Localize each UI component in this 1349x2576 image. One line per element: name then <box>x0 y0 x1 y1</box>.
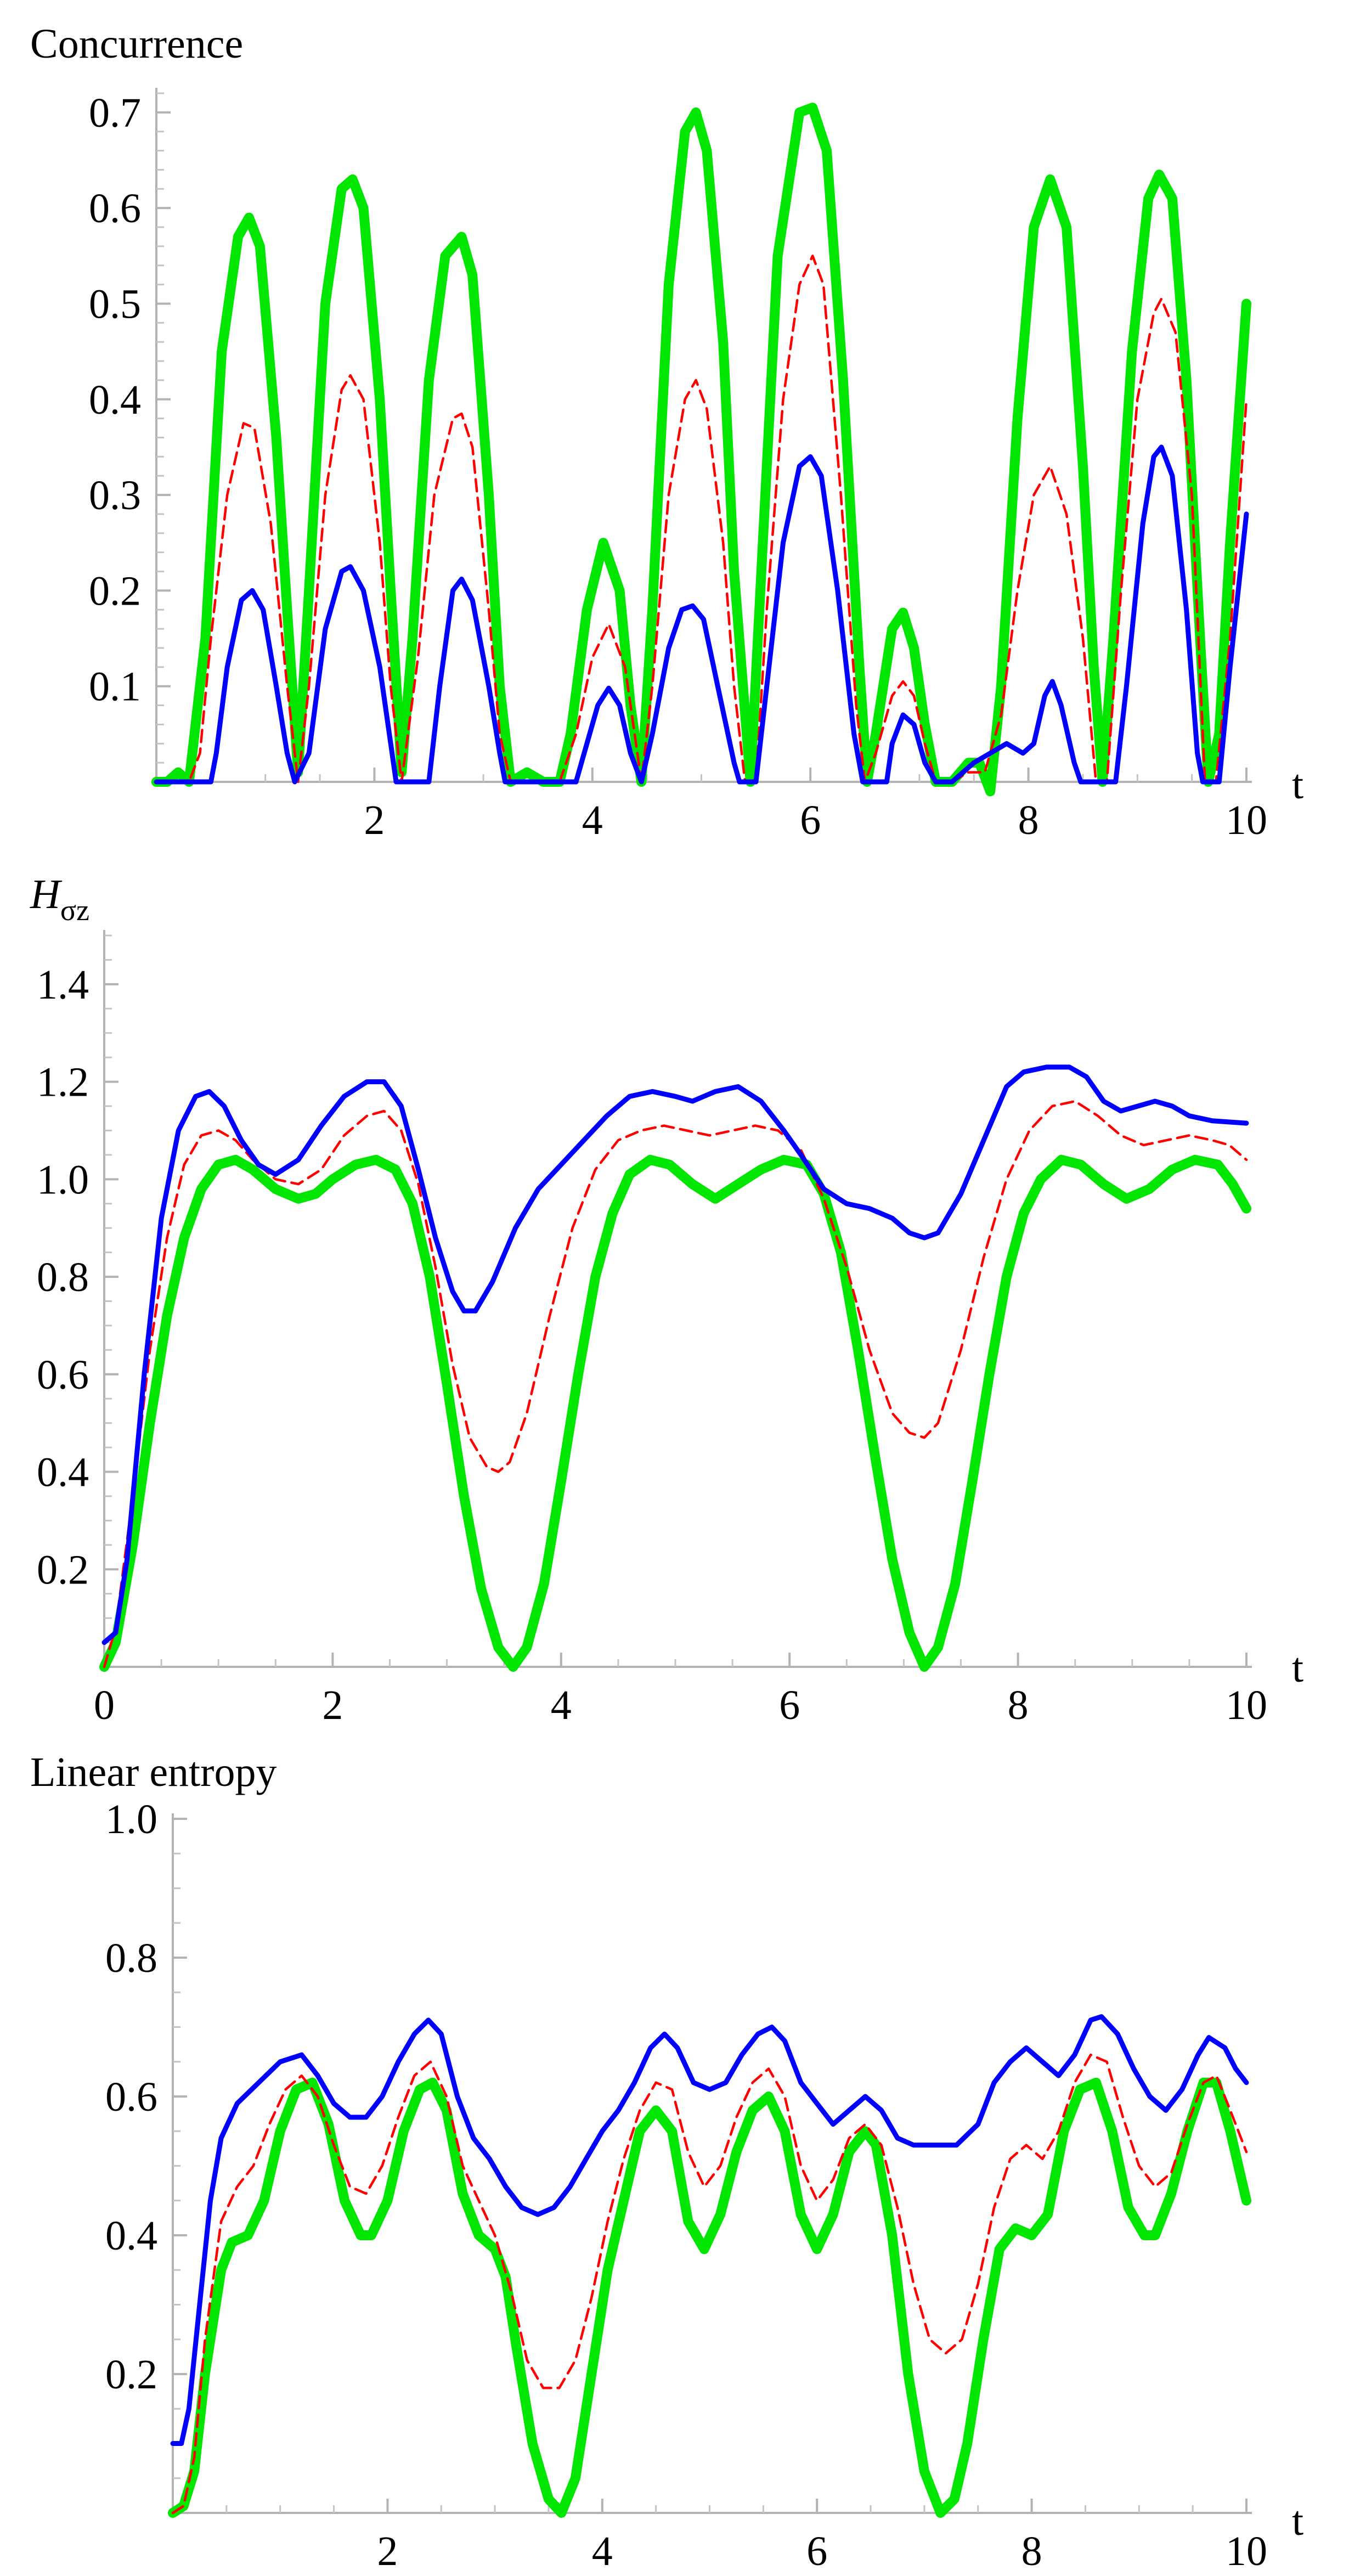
x-tick-label: 8 <box>1018 797 1039 843</box>
y-axis-title-sub: σz <box>60 894 89 927</box>
x-tick-label: 4 <box>582 797 603 843</box>
x-tick-label: 8 <box>1021 2528 1042 2574</box>
series-line <box>151 103 1251 797</box>
y-tick-label: 0.6 <box>37 1352 89 1398</box>
x-tick-label: 6 <box>806 2528 827 2574</box>
y-tick-label: 1.0 <box>105 1796 157 1842</box>
x-axis-title: t <box>1292 1645 1303 1691</box>
x-tick-label: 10 <box>1226 797 1267 843</box>
x-tick-label: 2 <box>377 2528 398 2574</box>
y-tick-label: 1.0 <box>37 1157 89 1203</box>
x-tick-label: 6 <box>779 1682 800 1728</box>
y-tick-label: 1.4 <box>37 962 89 1008</box>
y-axis-title-main: H <box>30 871 63 917</box>
x-axis-title: t <box>1292 2498 1303 2544</box>
series-line <box>171 2053 1248 2515</box>
series-line <box>154 444 1249 785</box>
y-tick-label: 0.4 <box>105 2213 157 2259</box>
x-tick-label: 2 <box>322 1682 343 1728</box>
entropic-uncertainty-panel: Hσz t 0.2 0.4 0.6 0.8 1.0 1.2 1.4 0 2 4 6 8 10 <box>30 871 1303 1728</box>
series-line <box>99 1154 1251 1672</box>
concurrence-panel: Concurrence t 0.1 0.2 0.3 0.4 0.5 0.6 0.7 2 4 6 8 1… <box>30 21 1303 843</box>
y-tick-label: 0.2 <box>37 1547 89 1593</box>
y-axis-title: Linear entropy <box>30 1749 276 1795</box>
x-tick-label: 10 <box>1226 1682 1267 1728</box>
x-tick-label: 6 <box>800 797 821 843</box>
y-tick-label: 0.4 <box>89 377 141 423</box>
y-tick-label: 0.4 <box>37 1450 89 1496</box>
y-tick-label: 0.5 <box>89 281 141 327</box>
x-tick-label: 4 <box>592 2528 613 2574</box>
series-line <box>101 1064 1249 1645</box>
series-line <box>170 2014 1249 2446</box>
y-axis-title: Concurrence <box>30 21 243 67</box>
x-tick-label: 4 <box>551 1682 572 1728</box>
y-tick-label: 0.6 <box>105 2074 157 2120</box>
series-line <box>168 2077 1251 2518</box>
x-tick-label: 10 <box>1226 2528 1267 2574</box>
y-tick-label: 0.8 <box>37 1254 89 1300</box>
y-tick-label: 0.8 <box>105 1935 157 1981</box>
y-axis-title: Hσz <box>30 871 89 927</box>
y-tick-label: 0.7 <box>89 90 141 136</box>
y-tick-label: 0.2 <box>105 2352 157 2398</box>
x-tick-label: 2 <box>364 797 385 843</box>
series-line <box>155 255 1248 783</box>
y-tick-label: 1.2 <box>37 1059 89 1106</box>
x-tick-label: 0 <box>94 1682 115 1728</box>
y-tick-label: 0.2 <box>89 568 141 614</box>
y-tick-label: 0.6 <box>89 185 141 232</box>
y-tick-label: 0.3 <box>89 472 141 518</box>
x-tick-label: 8 <box>1008 1682 1029 1728</box>
linear-entropy-panel: Linear entropy t 0.2 0.4 0.6 0.8 1.0 2 4 6 8 10 <box>30 1749 1303 2574</box>
x-axis-title: t <box>1292 762 1303 808</box>
y-tick-label: 0.1 <box>89 664 141 710</box>
